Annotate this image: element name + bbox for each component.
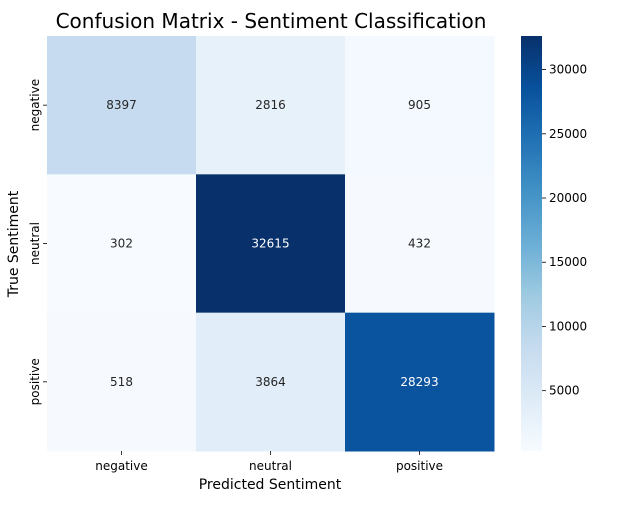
colorbar-ticks: 5000 10000 15000 20000 25000 30000 <box>542 63 587 398</box>
heatmap-cells <box>47 36 495 452</box>
x-tick-label: neutral <box>249 459 292 473</box>
chart-title: Confusion Matrix - Sentiment Classificat… <box>56 9 487 33</box>
y-tick-label: neutral <box>28 222 42 265</box>
cell-value-label: 905 <box>408 98 431 112</box>
cell-value-label: 28293 <box>400 375 438 389</box>
heatmap-cell <box>47 312 197 452</box>
colorbar-tick-label: 30000 <box>549 63 587 77</box>
heatmap-cell <box>47 174 197 314</box>
heatmap-cell <box>196 312 346 452</box>
x-tick-label: positive <box>396 459 443 473</box>
y-axis-label: True Sentiment <box>6 190 22 298</box>
cell-value-label: 432 <box>408 236 431 250</box>
y-tick-label: negative <box>28 79 42 131</box>
x-axis-label: Predicted Sentiment <box>199 477 342 493</box>
colorbar <box>521 36 542 451</box>
heatmap-cell <box>345 312 495 452</box>
colorbar-tick-label: 20000 <box>549 191 587 205</box>
heatmap-cell-labels: 8397 2816 905 302 32615 432 518 3864 28293 <box>106 98 438 389</box>
colorbar-tick-label: 5000 <box>549 384 580 398</box>
colorbar-tick-label: 15000 <box>549 255 587 269</box>
heatmap-cell <box>196 174 346 314</box>
colorbar-tick-label: 10000 <box>549 319 587 333</box>
y-axis-ticks: negative neutral positive <box>28 79 47 405</box>
cell-value-label: 3864 <box>255 375 286 389</box>
heatmap-cell <box>47 36 197 175</box>
cell-value-label: 518 <box>110 375 133 389</box>
x-axis-ticks: negative neutral positive <box>95 450 443 473</box>
y-tick-label: positive <box>28 358 42 405</box>
heatmap-cell <box>196 36 346 175</box>
heatmap-cell <box>345 36 495 175</box>
cell-value-label: 32615 <box>251 236 289 250</box>
colorbar-tick-label: 25000 <box>549 127 587 141</box>
x-tick-label: negative <box>95 459 147 473</box>
cell-value-label: 8397 <box>106 98 137 112</box>
cell-value-label: 302 <box>110 236 133 250</box>
cell-value-label: 2816 <box>255 98 286 112</box>
heatmap-cell <box>345 174 495 314</box>
